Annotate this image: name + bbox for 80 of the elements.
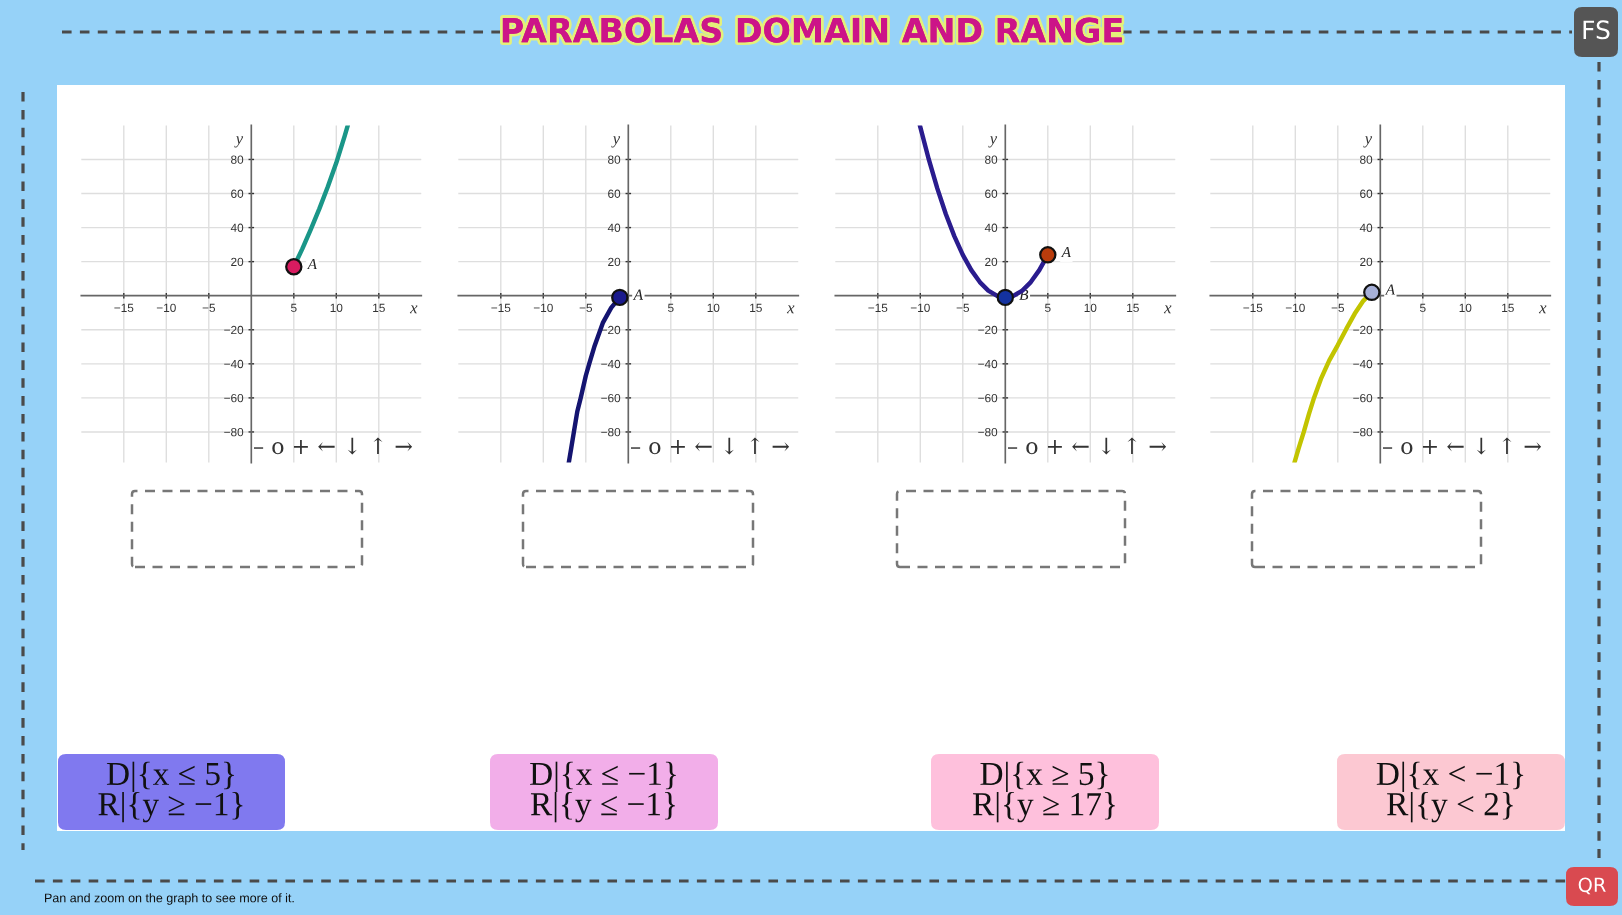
y-axis-title: y bbox=[234, 136, 244, 148]
y-tick-label: −80 bbox=[978, 427, 998, 437]
y-tick-label: −20 bbox=[601, 325, 621, 335]
y-axis-title: y bbox=[1363, 136, 1373, 148]
annotation: – o + ← ↓ ↑ → bbox=[1007, 437, 1167, 455]
y-tick-label: 60 bbox=[1360, 189, 1373, 198]
y-tick-label: 80 bbox=[1360, 155, 1373, 164]
y-tick-label: −20 bbox=[1353, 325, 1373, 335]
x-axis-title: x bbox=[1163, 305, 1172, 314]
annotation: A bbox=[1060, 247, 1072, 258]
y-axis-title: y bbox=[988, 136, 998, 148]
y-tick-label: −40 bbox=[1353, 359, 1373, 369]
annotation: – o + ← ↓ ↑ → bbox=[253, 437, 413, 455]
y-tick-label: −80 bbox=[224, 427, 244, 437]
x-tick-label: 5 bbox=[667, 303, 674, 313]
text: PARABOLAS DOMAIN AND RANGE bbox=[502, 17, 1122, 43]
y-tick-label: 20 bbox=[231, 257, 244, 267]
text: D|{x ≤ −1} R|{y ≤ −1} bbox=[530, 761, 676, 823]
x-tick-label: 5 bbox=[1419, 303, 1426, 313]
y-tick-label: −80 bbox=[601, 427, 621, 437]
annotation: – o + ← ↓ ↑ → bbox=[630, 437, 790, 455]
x-tick-label: 15 bbox=[1127, 303, 1139, 313]
y-tick-label: −60 bbox=[978, 393, 998, 403]
x-tick-label: 10 bbox=[330, 303, 343, 313]
x-tick-label: 15 bbox=[750, 303, 762, 313]
y-tick-label: 60 bbox=[985, 189, 998, 198]
x-tick-label: −10 bbox=[156, 303, 176, 313]
text: Pan and zoom on the graph to see more of it. bbox=[45, 893, 294, 905]
y-tick-label: −60 bbox=[224, 393, 244, 403]
y-tick-label: 40 bbox=[607, 223, 621, 232]
y-tick-label: −20 bbox=[224, 325, 244, 335]
y-tick-label: 20 bbox=[608, 257, 621, 267]
x-axis-title: x bbox=[409, 305, 418, 314]
y-tick-label: 40 bbox=[1359, 223, 1373, 232]
x-tick-label: 10 bbox=[1459, 303, 1472, 313]
text: D|{x ≥ 5} R|{y ≥ 17} bbox=[973, 761, 1115, 823]
y-tick-label: 60 bbox=[231, 189, 244, 198]
annotation: A bbox=[306, 258, 318, 270]
y-tick-label: −40 bbox=[224, 359, 244, 369]
x-tick-label: −15 bbox=[114, 303, 134, 313]
text: D|{x ≤ 5} R|{y ≥ −1} bbox=[98, 761, 243, 823]
x-tick-label: −5 bbox=[956, 303, 970, 313]
y-tick-label: 80 bbox=[231, 155, 244, 164]
y-tick-label: 20 bbox=[1360, 257, 1373, 267]
y-tick-label: 20 bbox=[985, 257, 998, 267]
y-tick-label: 80 bbox=[608, 155, 621, 164]
x-tick-label: 5 bbox=[1044, 303, 1051, 313]
annotation: A bbox=[632, 289, 644, 300]
x-axis-title: x bbox=[786, 305, 795, 314]
x-tick-label: −10 bbox=[533, 303, 553, 313]
y-tick-label: 60 bbox=[608, 189, 621, 198]
annotation: – o + ← ↓ ↑ → bbox=[1382, 437, 1542, 455]
y-tick-label: −40 bbox=[978, 359, 998, 369]
y-tick-label: −60 bbox=[1353, 393, 1373, 403]
text: D|{x < −1} R|{y < 2} bbox=[1376, 761, 1524, 823]
x-tick-label: 10 bbox=[1084, 303, 1097, 313]
y-tick-label: −20 bbox=[978, 325, 998, 335]
y-tick-label: −60 bbox=[601, 393, 621, 403]
x-tick-label: −5 bbox=[1331, 303, 1345, 313]
annotation: A bbox=[1384, 284, 1396, 295]
text: FS bbox=[1583, 20, 1610, 40]
x-tick-label: −5 bbox=[202, 303, 216, 313]
x-tick-label: −5 bbox=[579, 303, 593, 313]
y-tick-label: 80 bbox=[985, 155, 998, 164]
x-tick-label: 10 bbox=[707, 303, 720, 313]
y-tick-label: −80 bbox=[1353, 427, 1373, 437]
x-tick-label: 15 bbox=[1502, 303, 1514, 313]
x-tick-label: −15 bbox=[491, 303, 511, 313]
x-tick-label: −15 bbox=[868, 303, 888, 313]
text: QR bbox=[1578, 877, 1606, 895]
x-tick-label: −10 bbox=[1285, 303, 1305, 313]
y-tick-label: 40 bbox=[230, 223, 244, 232]
y-tick-label: −40 bbox=[601, 359, 621, 369]
x-tick-label: 5 bbox=[290, 303, 297, 313]
x-axis-title: x bbox=[1538, 305, 1547, 314]
x-tick-label: −10 bbox=[910, 303, 930, 313]
x-tick-label: −15 bbox=[1243, 303, 1263, 313]
y-tick-label: 40 bbox=[984, 223, 998, 232]
x-tick-label: 15 bbox=[373, 303, 385, 313]
y-axis-title: y bbox=[611, 136, 621, 148]
